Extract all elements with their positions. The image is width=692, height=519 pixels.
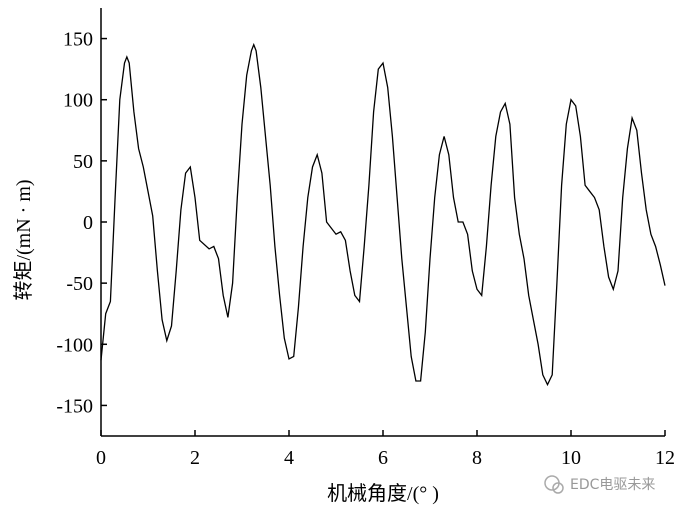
x-tick-label: 12	[655, 447, 675, 469]
y-tick-label: 50	[73, 151, 93, 173]
y-tick-label: -50	[66, 273, 93, 295]
y-axis-label: 转矩/(mN · m)	[12, 179, 35, 300]
y-tick-label: 0	[83, 212, 93, 234]
watermark-icon	[544, 475, 564, 494]
y-tick-label: -150	[56, 395, 93, 417]
y-tick-label: -100	[56, 334, 93, 356]
x-tick-label: 0	[96, 447, 106, 469]
x-tick-label: 10	[561, 447, 581, 469]
watermark: EDC电驱未来	[570, 477, 655, 493]
x-axis-label: 机械角度/(° )	[327, 482, 439, 505]
data-line	[100, 42, 666, 387]
y-tick-label: 150	[63, 29, 93, 51]
x-tick-label: 4	[284, 447, 294, 469]
y-tick-label: 100	[63, 90, 93, 112]
x-tick-label: 8	[472, 447, 482, 469]
x-tick-label: 2	[190, 447, 200, 469]
x-tick-label: 6	[378, 447, 388, 469]
